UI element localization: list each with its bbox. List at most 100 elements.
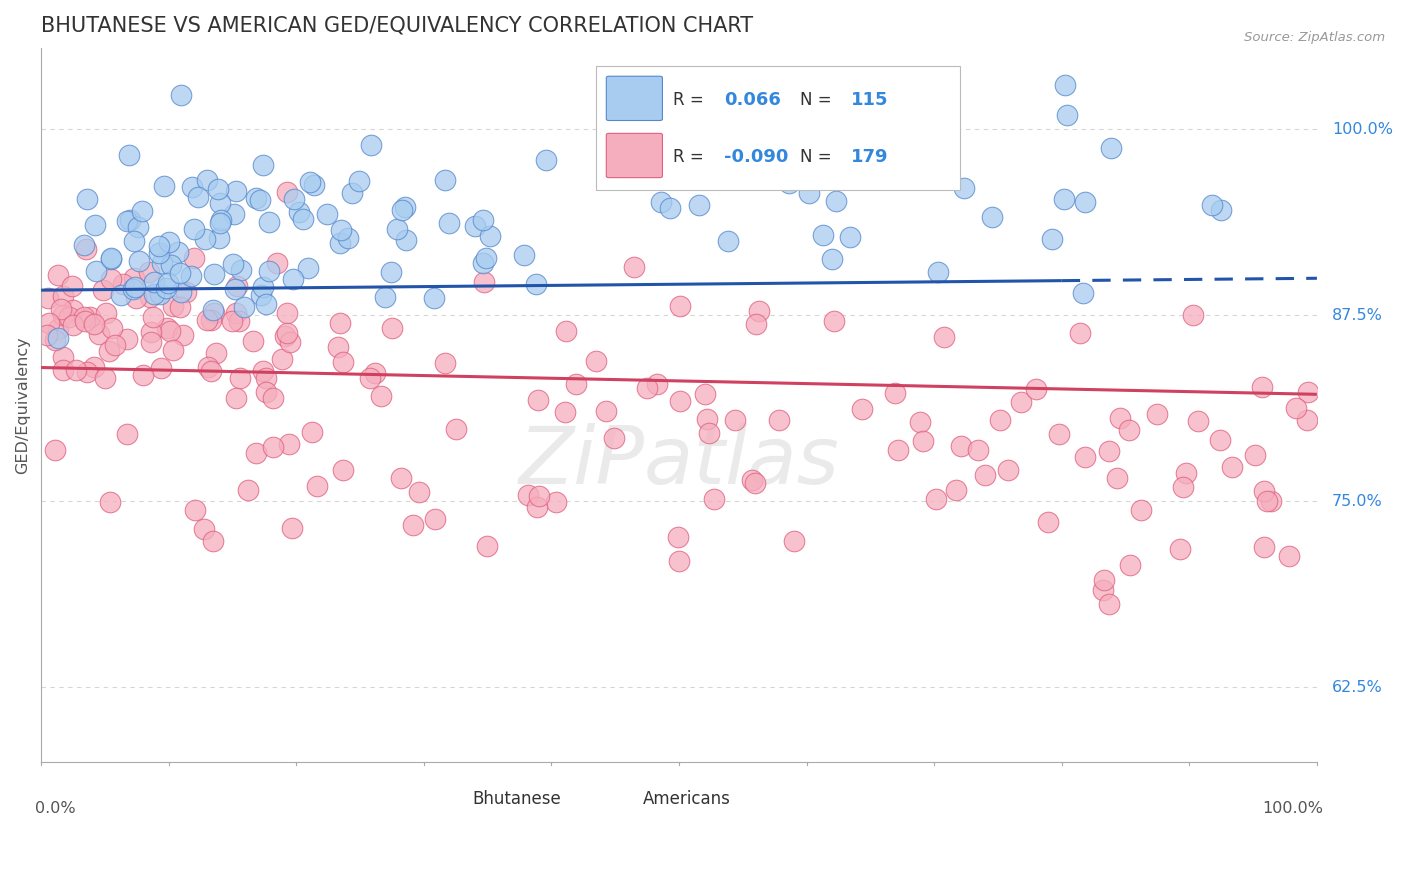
Point [301, 425, 323, 439]
Point [150, 360, 173, 375]
Point [118, 147, 141, 161]
Text: 62.5%: 62.5% [1333, 680, 1384, 695]
Point [945, 483, 967, 498]
Point [104, 338, 127, 352]
Point [128, 254, 150, 268]
Point [159, 324, 181, 338]
Point [159, 258, 181, 272]
Point [669, 299, 692, 313]
Point [908, 415, 931, 429]
Point [60, 279, 83, 293]
Point [118, 213, 141, 227]
Point [183, 503, 205, 517]
Point [195, 173, 218, 187]
Point [783, 534, 806, 549]
Point [94, 306, 117, 320]
FancyBboxPatch shape [606, 134, 662, 178]
Point [35, 328, 58, 343]
Point [302, 178, 325, 193]
Point [527, 489, 550, 503]
Point [121, 282, 143, 296]
Text: Bhutanese: Bhutanese [472, 790, 561, 808]
Point [1069, 326, 1091, 340]
Point [799, 186, 821, 201]
Point [1074, 450, 1097, 464]
Y-axis label: GED/Equivalency: GED/Equivalency [15, 336, 30, 474]
Point [101, 321, 124, 335]
Point [524, 277, 547, 291]
Point [444, 422, 467, 436]
Point [73, 310, 96, 324]
Point [142, 275, 165, 289]
Point [887, 443, 910, 458]
Point [52, 363, 75, 377]
Text: 75.0%: 75.0% [1333, 494, 1384, 509]
Point [633, 106, 655, 120]
Point [276, 326, 298, 340]
Point [359, 371, 381, 385]
Point [717, 235, 740, 249]
Point [200, 364, 222, 378]
Point [117, 332, 139, 346]
Point [225, 392, 247, 406]
Point [724, 412, 747, 426]
Point [402, 518, 425, 533]
Text: 87.5%: 87.5% [1333, 308, 1384, 323]
Point [262, 441, 284, 455]
Point [84, 264, 107, 278]
Point [527, 392, 550, 407]
Point [636, 381, 658, 395]
Point [280, 520, 302, 534]
Point [659, 201, 682, 215]
Point [1071, 286, 1094, 301]
Point [148, 238, 170, 252]
Point [821, 252, 844, 266]
Point [823, 314, 845, 328]
Point [209, 213, 232, 227]
Point [233, 300, 256, 314]
Point [839, 230, 862, 244]
Point [170, 88, 193, 103]
Point [953, 181, 976, 195]
Point [688, 198, 710, 212]
Text: 115: 115 [851, 91, 889, 109]
Point [225, 279, 247, 293]
Point [423, 512, 446, 526]
Point [1098, 443, 1121, 458]
Point [924, 491, 946, 506]
Text: 100.0%: 100.0% [1263, 801, 1323, 816]
Point [1181, 308, 1204, 322]
Point [1047, 426, 1070, 441]
Text: BHUTANESE VS AMERICAN GED/EQUIVALENCY CORRELATION CHART: BHUTANESE VS AMERICAN GED/EQUIVALENCY CO… [41, 15, 754, 35]
Point [245, 446, 267, 460]
Point [932, 330, 955, 344]
Point [1109, 410, 1132, 425]
Point [472, 276, 495, 290]
Point [380, 265, 402, 279]
FancyBboxPatch shape [596, 65, 960, 191]
Point [52, 351, 75, 365]
Point [38, 316, 60, 330]
Point [115, 214, 138, 228]
Point [1040, 232, 1063, 246]
FancyBboxPatch shape [606, 76, 662, 120]
Point [231, 263, 253, 277]
Point [245, 191, 267, 205]
Point [46, 322, 69, 336]
Point [122, 234, 145, 248]
Point [825, 194, 848, 209]
Point [966, 442, 988, 457]
Point [238, 483, 260, 497]
Point [110, 288, 132, 302]
Point [254, 297, 277, 311]
Text: R =: R = [672, 148, 703, 166]
Point [1296, 384, 1319, 399]
Point [554, 405, 576, 419]
Point [141, 326, 163, 340]
Text: Source: ZipAtlas.com: Source: ZipAtlas.com [1244, 31, 1385, 45]
Point [434, 356, 457, 370]
Point [174, 285, 197, 300]
Point [252, 280, 274, 294]
Point [62, 302, 84, 317]
Point [100, 252, 122, 266]
